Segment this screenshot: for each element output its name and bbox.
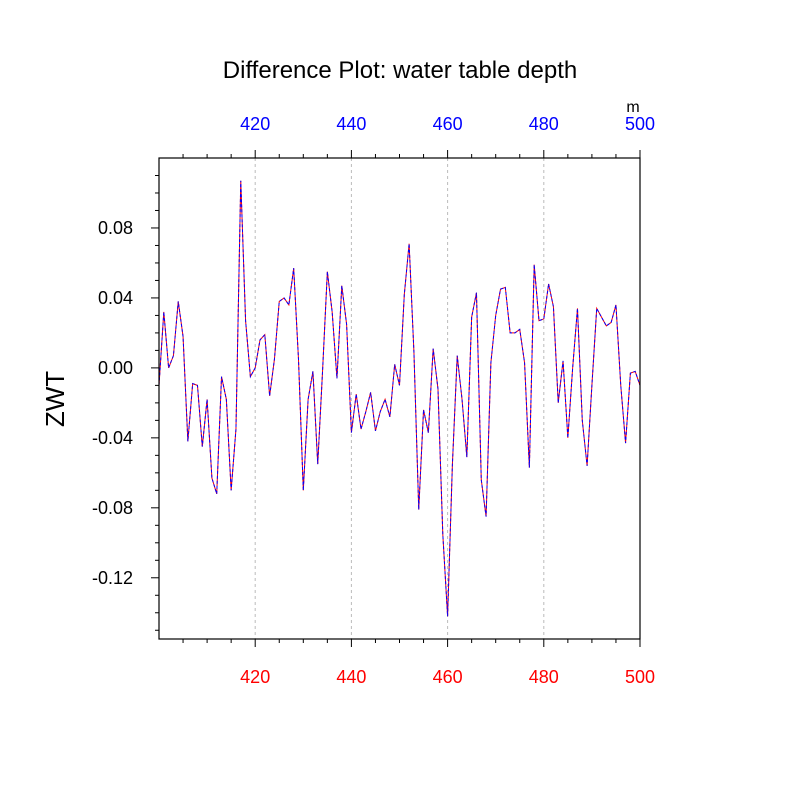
- y-tick-label: 0.08: [98, 218, 133, 238]
- x-tick-label-bottom: 420: [240, 667, 270, 687]
- y-tick-label: -0.08: [92, 498, 133, 518]
- x-tick-label-bottom: 500: [625, 667, 655, 687]
- x-tick-label-bottom: 480: [529, 667, 559, 687]
- data-series: [158, 180, 641, 617]
- y-axis-label: ZWT: [40, 371, 70, 427]
- top-axis-unit: m: [626, 99, 639, 116]
- x-tick-label-top: 420: [240, 114, 270, 134]
- series-line-primary: [158, 180, 641, 617]
- x-tick-label-top: 500: [625, 114, 655, 134]
- y-tick-label: -0.04: [92, 428, 133, 448]
- x-tick-label-top: 480: [529, 114, 559, 134]
- x-tick-label-bottom: 460: [433, 667, 463, 687]
- plot-frame: [158, 157, 641, 640]
- x-tick-label-bottom: 440: [336, 667, 366, 687]
- series-line-overlay: [158, 180, 641, 617]
- axis-ticks: [151, 150, 641, 647]
- grid-lines: [254, 158, 641, 639]
- y-tick-label: 0.04: [98, 288, 133, 308]
- chart-title: Difference Plot: water table depth: [223, 57, 577, 84]
- x-tick-label-top: 460: [433, 114, 463, 134]
- y-tick-label: -0.12: [92, 568, 133, 588]
- y-tick-label: 0.00: [98, 358, 133, 378]
- tick-labels: 420 420 440 440 460 460 480 480 500 500 0.08 0.04 0.…: [92, 114, 655, 687]
- x-tick-label-top: 440: [336, 114, 366, 134]
